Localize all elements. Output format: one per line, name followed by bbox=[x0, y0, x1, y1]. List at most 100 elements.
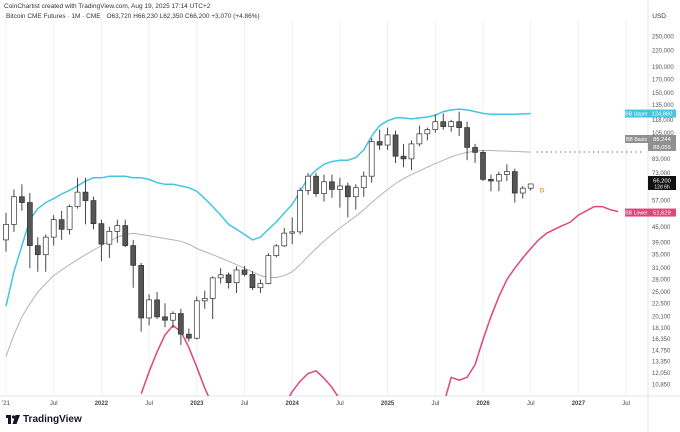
candle bbox=[504, 164, 510, 181]
brand-name: TradingView bbox=[23, 414, 82, 425]
candle bbox=[11, 189, 17, 232]
candle-body-down bbox=[456, 121, 462, 128]
upper-band-label-value: 124,860 bbox=[652, 112, 673, 118]
bb-upper-line bbox=[5, 108, 531, 307]
candle-body-down bbox=[480, 152, 486, 180]
candle bbox=[201, 290, 208, 309]
candle bbox=[98, 219, 105, 262]
candle-body-down bbox=[98, 223, 105, 245]
candle-body-up bbox=[114, 225, 121, 232]
candle-body-up bbox=[201, 298, 208, 302]
time-axis[interactable]: '21 Jul 2022 Jul 2023 Jul 2024 Jul 2025 Jul 2026 Ju… bbox=[2, 401, 630, 407]
candle-body-down bbox=[313, 175, 319, 194]
upper-band-label-value-box bbox=[648, 109, 676, 118]
candle bbox=[193, 296, 200, 340]
last-price-label-value-box bbox=[648, 176, 676, 190]
x-tick-label: Jul bbox=[527, 401, 535, 407]
candle-body-down bbox=[241, 269, 248, 275]
candle bbox=[297, 187, 303, 235]
candle bbox=[146, 294, 152, 326]
candle-body-up bbox=[368, 141, 375, 177]
x-tick-label: 2025 bbox=[381, 401, 395, 407]
candle bbox=[352, 184, 359, 210]
candles bbox=[3, 111, 534, 346]
candle bbox=[265, 253, 272, 285]
y-tick-label: 14,750 bbox=[652, 349, 671, 355]
y-tick-label: 57,000 bbox=[652, 199, 671, 205]
candle-body-up bbox=[281, 232, 288, 247]
candle-body-up bbox=[193, 300, 200, 339]
candle-body-up bbox=[360, 175, 367, 189]
candle bbox=[519, 185, 526, 199]
candle-body-up bbox=[257, 283, 264, 289]
x-tick-label: 2024 bbox=[286, 401, 300, 407]
candle bbox=[392, 130, 399, 163]
candle bbox=[345, 182, 351, 218]
upper-band-label-name: BB Upper bbox=[625, 112, 648, 118]
y-tick-label: 105,000 bbox=[652, 131, 674, 137]
x-tick-label: Jul bbox=[622, 401, 630, 407]
chart-credit: CoinChartist created with TradingView.co… bbox=[4, 3, 211, 10]
mid-label-value-box bbox=[648, 143, 676, 151]
upper-band-label-name-box bbox=[625, 109, 648, 118]
candle-body-up bbox=[170, 313, 176, 321]
x-tick-label: 2023 bbox=[190, 401, 204, 407]
candle-body-up bbox=[106, 230, 113, 245]
instrument-title: Bitcoin CME Futures · 1M · CME bbox=[6, 13, 101, 20]
candle-body-up bbox=[233, 269, 240, 284]
candle-body-up bbox=[527, 183, 534, 189]
candle-body-up bbox=[352, 187, 359, 198]
candle bbox=[249, 271, 256, 290]
candle bbox=[241, 266, 248, 277]
candle-body-down bbox=[400, 155, 407, 160]
candle bbox=[511, 168, 518, 203]
candle bbox=[154, 292, 160, 320]
basis-label-value-box bbox=[648, 135, 676, 143]
y-tick-label: 220,000 bbox=[652, 49, 674, 55]
candle-body-down bbox=[19, 196, 25, 203]
instrument-legend[interactable]: Bitcoin CME Futures · 1M · CME O63,720 H… bbox=[6, 13, 260, 20]
y-tick-label: 73,000 bbox=[652, 171, 671, 177]
candle bbox=[82, 177, 89, 225]
x-tick-label: Jul bbox=[431, 401, 439, 407]
candle bbox=[313, 173, 319, 197]
candle bbox=[162, 303, 168, 328]
candle bbox=[464, 121, 470, 161]
mid-label-value: 88,055 bbox=[653, 145, 671, 151]
tradingview-brand[interactable]: TradingView bbox=[6, 414, 82, 425]
y-tick-label: 150,000 bbox=[652, 91, 674, 97]
candle-body-up bbox=[337, 185, 343, 190]
x-tick-label: 2027 bbox=[572, 401, 586, 407]
candle bbox=[368, 138, 375, 183]
candle-body-up bbox=[384, 134, 391, 146]
bb-lower-line bbox=[140, 205, 619, 396]
candle bbox=[424, 127, 431, 141]
candle-body-down bbox=[472, 147, 478, 153]
candle bbox=[178, 308, 184, 346]
basis-label-value: 88,244 bbox=[653, 137, 672, 143]
candle bbox=[3, 212, 9, 252]
y-tick-label: 39,000 bbox=[652, 241, 671, 247]
chart-annotations: D bbox=[536, 151, 644, 194]
y-tick-label: 13,350 bbox=[652, 360, 671, 366]
candle-body-down bbox=[58, 219, 65, 230]
candle bbox=[337, 177, 343, 208]
candle-body-up bbox=[217, 274, 224, 279]
candle bbox=[170, 311, 176, 328]
y-tick-label: 190,000 bbox=[652, 65, 674, 71]
candle-body-up bbox=[146, 299, 152, 319]
candle bbox=[42, 234, 49, 272]
candle-body-down bbox=[162, 316, 168, 321]
candle bbox=[384, 127, 391, 150]
candle-body-up bbox=[297, 189, 303, 233]
candle-body-down bbox=[345, 185, 351, 198]
currency-label: USD bbox=[652, 13, 666, 20]
candle bbox=[74, 177, 81, 209]
y-tick-label: 25,000 bbox=[652, 290, 671, 296]
candle-body-up bbox=[273, 245, 280, 257]
candle bbox=[122, 219, 129, 248]
candle bbox=[360, 171, 367, 197]
x-tick-label: Jul bbox=[50, 401, 58, 407]
